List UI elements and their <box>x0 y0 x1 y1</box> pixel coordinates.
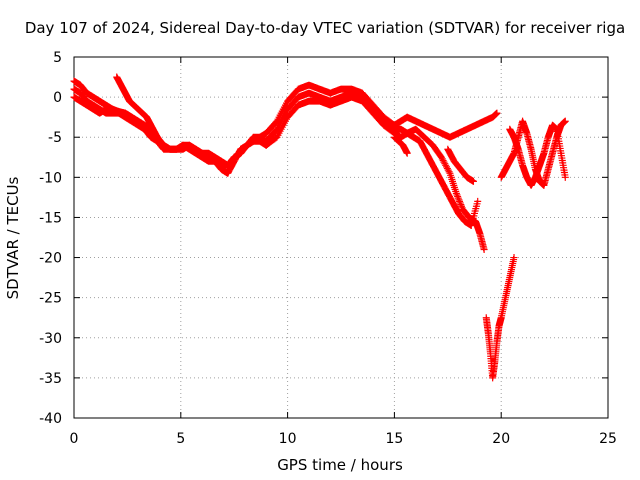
data-point-markers <box>390 109 501 141</box>
x-tick-label: 0 <box>70 431 79 447</box>
y-tick-label: 5 <box>53 50 62 66</box>
data-point-markers <box>390 133 411 157</box>
y-tick-label: -5 <box>48 130 62 146</box>
data-series <box>113 73 163 145</box>
data-point-markers <box>262 93 398 149</box>
y-tick-label: -15 <box>39 210 62 226</box>
data-series <box>390 133 411 157</box>
data-point-markers <box>390 129 482 229</box>
y-tick-label: -25 <box>39 291 62 307</box>
grid-lines <box>74 57 608 418</box>
x-tick-label: 20 <box>492 431 510 447</box>
data-point-markers <box>113 73 163 145</box>
x-tick-label: 25 <box>599 431 617 447</box>
y-tick-label: -35 <box>39 371 62 387</box>
data-series <box>390 129 482 229</box>
y-tick-label: -20 <box>39 251 62 267</box>
data-series <box>262 93 398 149</box>
y-tick-label: -40 <box>39 411 62 427</box>
y-tick-label: -30 <box>39 331 62 347</box>
x-tick-label: 5 <box>176 431 185 447</box>
data-markers <box>70 73 569 382</box>
x-tick-label: 10 <box>279 431 297 447</box>
data-series <box>390 109 501 141</box>
chart-title: Day 107 of 2024, Sidereal Day-to-day VTE… <box>25 19 625 37</box>
y-axis-label: SDTVAR / TECUs <box>4 176 22 299</box>
data-series <box>482 254 518 382</box>
data-point-markers <box>444 145 477 185</box>
x-axis-label: GPS time / hours <box>277 456 403 474</box>
axis-ticks: 0 5 10 15 20 25 5 0 -5 -10 -15 -20 -25 -30 -35 -40 <box>39 50 617 447</box>
y-tick-label: 0 <box>53 90 62 106</box>
data-point-markers <box>482 254 518 382</box>
x-tick-label: 15 <box>385 431 403 447</box>
data-point-markers <box>506 121 569 189</box>
data-series <box>444 145 477 185</box>
y-tick-label: -10 <box>39 170 62 186</box>
data-series <box>506 121 569 189</box>
plot-frame <box>73 56 609 419</box>
